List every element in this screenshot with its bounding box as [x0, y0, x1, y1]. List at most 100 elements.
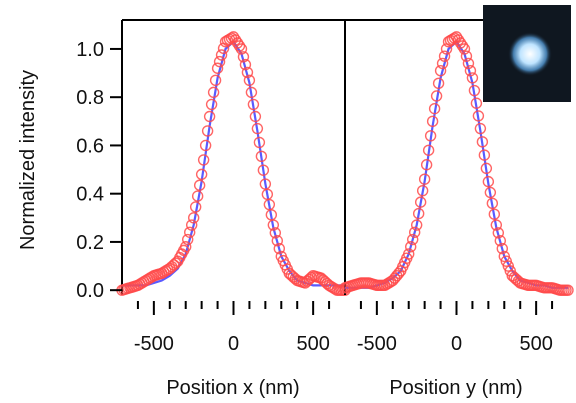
measured-point [456, 40, 469, 52]
measured-point [197, 154, 210, 166]
measured-point [488, 208, 501, 220]
measured-point [422, 144, 435, 156]
measured-point [241, 66, 254, 79]
measured-point [245, 86, 258, 99]
measured-point [454, 37, 467, 49]
measured-point [424, 130, 437, 142]
measured-point [271, 235, 284, 247]
measured-point [253, 136, 266, 149]
measured-point [269, 227, 282, 239]
measured-point [494, 235, 507, 247]
measured-point [466, 72, 479, 84]
measured-point [227, 31, 240, 43]
panel-position-y: -500 0 500 [339, 19, 574, 355]
measured-point [193, 179, 206, 191]
measured-point [464, 64, 477, 77]
x-tick-label: 0 [228, 333, 239, 355]
y-tick-label: 0.8 [76, 87, 104, 109]
measured-point [438, 50, 451, 62]
x-tick-label: -500 [357, 333, 397, 355]
x-axis-title-x: Position x (nm) [166, 377, 299, 399]
measured-point [257, 164, 270, 176]
measured-point [189, 201, 202, 213]
measured-point [195, 168, 208, 181]
measured-point [187, 212, 200, 224]
measured-point [430, 90, 443, 102]
measured-point [207, 86, 220, 99]
inset-spot-image [483, 5, 571, 102]
measured-point [255, 150, 268, 162]
measured-point [239, 58, 252, 71]
measured-point [478, 149, 491, 161]
x-tick-label: 500 [296, 333, 329, 355]
measured-point [484, 186, 497, 199]
measured-point [476, 136, 489, 148]
measured-point [418, 173, 431, 185]
measured-point [203, 110, 216, 123]
measured-point [458, 43, 471, 55]
measured-point [434, 64, 447, 77]
measured-point [432, 77, 445, 90]
measured-point [168, 259, 180, 271]
measured-point [211, 62, 224, 74]
measured-point [470, 97, 483, 109]
fit-line [122, 40, 345, 287]
measured-point [482, 175, 495, 188]
y-tick-label: 1.0 [76, 39, 104, 61]
y-tick-label: 0.2 [76, 232, 104, 254]
measured-point [249, 110, 262, 123]
measured-point [450, 31, 463, 43]
measured-point [410, 219, 423, 231]
panel-position-x: -500 0 500 [110, 19, 351, 355]
y-tick-label: 0.0 [76, 280, 104, 302]
measured-point [486, 197, 499, 210]
measured-point [267, 219, 280, 231]
measured-point [416, 184, 429, 197]
measured-point [213, 55, 226, 68]
measured-point [251, 122, 264, 135]
measured-point [247, 98, 260, 111]
measured-point [233, 40, 246, 52]
measured-point [229, 34, 242, 46]
measured-point [199, 139, 212, 152]
measured-point [562, 284, 574, 296]
measured-point [426, 115, 439, 128]
y-axis-title: Normalized intensity [17, 70, 39, 250]
measured-point [436, 57, 449, 70]
measured-point [420, 159, 433, 171]
measured-point [215, 49, 228, 61]
measured-point [201, 125, 214, 137]
measured-point [393, 267, 405, 279]
measured-point [492, 227, 505, 239]
measured-point [182, 233, 194, 246]
inset-spot [508, 32, 552, 76]
measured-point [180, 241, 192, 253]
measured-point [185, 219, 198, 231]
measured-point [385, 276, 397, 288]
measured-point [231, 37, 244, 49]
measured-point [480, 162, 493, 175]
measured-point [205, 98, 218, 111]
measured-point [460, 50, 473, 62]
measured-point [237, 51, 250, 63]
measured-point [405, 241, 417, 253]
y-tick-label: 0.6 [76, 135, 104, 157]
measured-point [191, 190, 204, 202]
measured-point [474, 122, 487, 135]
measured-point [183, 226, 196, 238]
measured-point [235, 43, 248, 55]
measured-point [490, 219, 503, 231]
measured-point [468, 84, 481, 97]
measured-point [408, 226, 421, 238]
measured-point [273, 242, 285, 255]
measured-point [496, 242, 508, 255]
measured-point [403, 248, 415, 260]
y-tick-labels: 0.0 0.2 0.4 0.6 0.8 1.0 [76, 39, 104, 302]
measured-point [406, 233, 419, 246]
x-axis-title-y: Position y (nm) [389, 377, 522, 399]
y-tick-label: 0.4 [76, 184, 104, 206]
measured-point [414, 196, 427, 208]
x-tick-label: -500 [134, 333, 174, 355]
measured-point [412, 207, 425, 220]
